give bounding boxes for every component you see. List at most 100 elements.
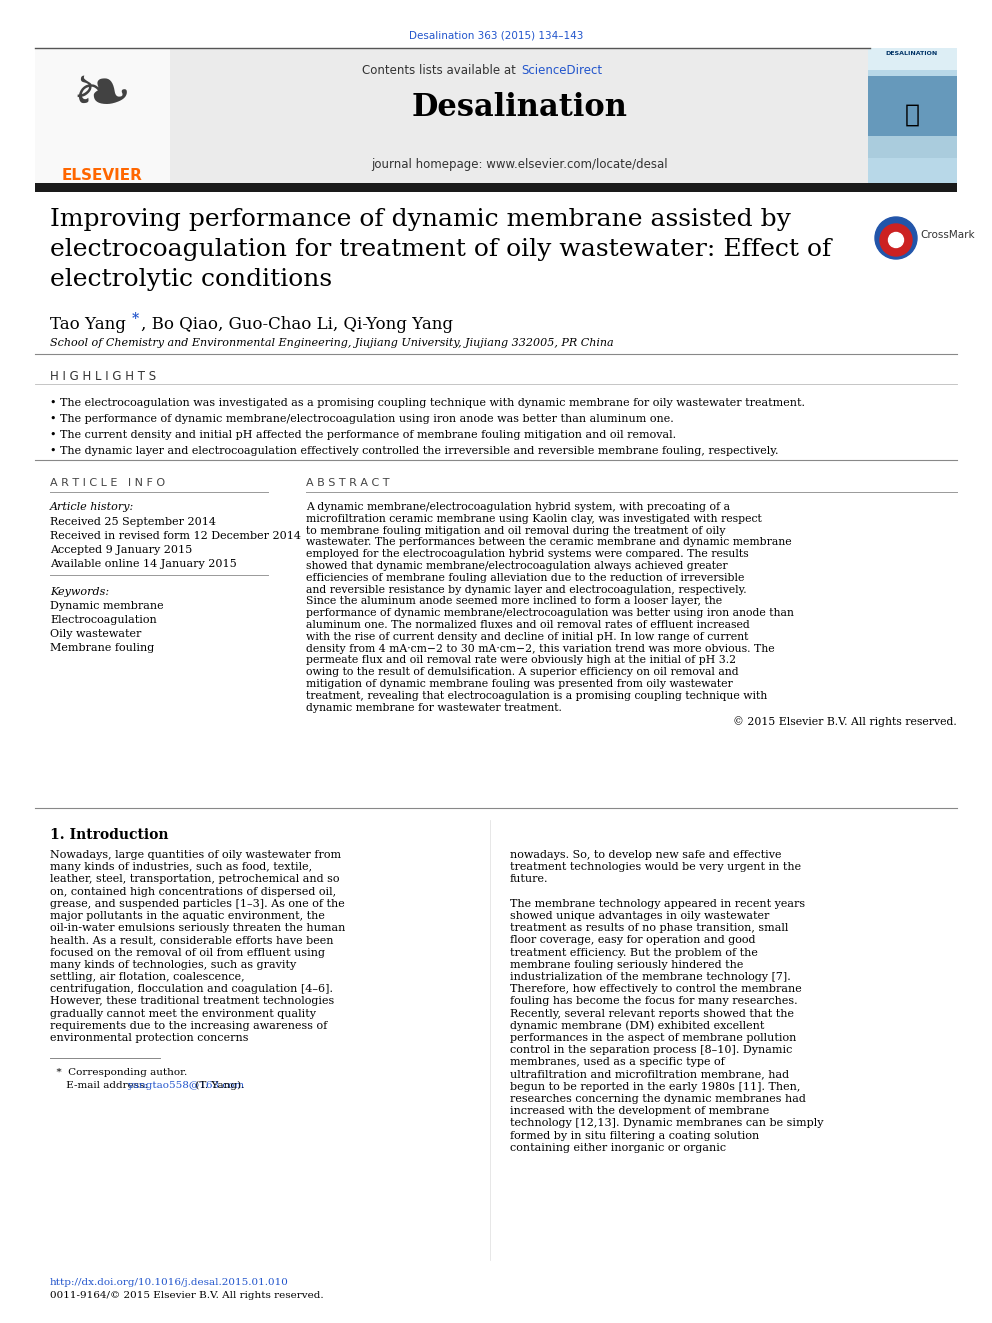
Text: Contents lists available at: Contents lists available at xyxy=(362,64,520,77)
Text: Keywords:: Keywords: xyxy=(50,587,109,597)
Text: • The dynamic layer and electrocoagulation effectively controlled the irreversib: • The dynamic layer and electrocoagulati… xyxy=(50,446,779,456)
Text: showed that dynamic membrane/electrocoagulation always achieved greater: showed that dynamic membrane/electrocoag… xyxy=(306,561,727,572)
Text: Desalination 363 (2015) 134–143: Desalination 363 (2015) 134–143 xyxy=(409,30,583,40)
Text: focused on the removal of oil from effluent using: focused on the removal of oil from efflu… xyxy=(50,947,325,958)
Text: Dynamic membrane: Dynamic membrane xyxy=(50,601,164,611)
Text: to membrane fouling mitigation and oil removal during the treatment of oily: to membrane fouling mitigation and oil r… xyxy=(306,525,725,536)
Text: environmental protection concerns: environmental protection concerns xyxy=(50,1033,249,1043)
Text: settling, air flotation, coalescence,: settling, air flotation, coalescence, xyxy=(50,972,245,982)
Text: 💧: 💧 xyxy=(905,103,920,127)
Text: *: * xyxy=(132,312,139,325)
Text: containing either inorganic or organic: containing either inorganic or organic xyxy=(510,1143,726,1152)
Text: • The performance of dynamic membrane/electrocoagulation using iron anode was be: • The performance of dynamic membrane/el… xyxy=(50,414,674,423)
Text: The membrane technology appeared in recent years: The membrane technology appeared in rece… xyxy=(510,898,806,909)
Bar xyxy=(868,75,957,136)
Text: oil-in-water emulsions seriously threaten the human: oil-in-water emulsions seriously threate… xyxy=(50,923,345,933)
Text: yangtao558@163.com: yangtao558@163.com xyxy=(127,1081,244,1090)
Text: Nowadays, large quantities of oily wastewater from: Nowadays, large quantities of oily waste… xyxy=(50,849,341,860)
Text: nowadays. So, to develop new safe and effective: nowadays. So, to develop new safe and ef… xyxy=(510,849,782,860)
Text: dynamic membrane for wastewater treatment.: dynamic membrane for wastewater treatmen… xyxy=(306,703,561,713)
Text: mitigation of dynamic membrane fouling was presented from oily wastewater: mitigation of dynamic membrane fouling w… xyxy=(306,679,733,689)
Text: Article history:: Article history: xyxy=(50,501,134,512)
Text: employed for the electrocoagulation hybrid systems were compared. The results: employed for the electrocoagulation hybr… xyxy=(306,549,749,560)
Text: grease, and suspended particles [1–3]. As one of the: grease, and suspended particles [1–3]. A… xyxy=(50,898,345,909)
Text: treatment efficiency. But the problem of the: treatment efficiency. But the problem of… xyxy=(510,947,758,958)
Text: many kinds of industries, such as food, textile,: many kinds of industries, such as food, … xyxy=(50,863,312,872)
Text: fouling has become the focus for many researches.: fouling has become the focus for many re… xyxy=(510,996,798,1007)
Text: Oily wastewater: Oily wastewater xyxy=(50,628,142,639)
Text: density from 4 mA·cm−2 to 30 mA·cm−2, this variation trend was more obvious. The: density from 4 mA·cm−2 to 30 mA·cm−2, th… xyxy=(306,643,775,654)
Text: begun to be reported in the early 1980s [11]. Then,: begun to be reported in the early 1980s … xyxy=(510,1082,801,1091)
Text: A dynamic membrane/electrocoagulation hybrid system, with precoating of a: A dynamic membrane/electrocoagulation hy… xyxy=(306,501,730,512)
Text: Electrocoagulation: Electrocoagulation xyxy=(50,615,157,624)
Text: http://dx.doi.org/10.1016/j.desal.2015.01.010: http://dx.doi.org/10.1016/j.desal.2015.0… xyxy=(50,1278,289,1287)
Text: permeate flux and oil removal rate were obviously high at the initial of pH 3.2: permeate flux and oil removal rate were … xyxy=(306,655,736,665)
Text: many kinds of technologies, such as gravity: many kinds of technologies, such as grav… xyxy=(50,959,297,970)
Text: future.: future. xyxy=(510,875,549,884)
Text: Membrane fouling: Membrane fouling xyxy=(50,643,154,654)
Text: control in the separation process [8–10]. Dynamic: control in the separation process [8–10]… xyxy=(510,1045,793,1056)
Text: researches concerning the dynamic membranes had: researches concerning the dynamic membra… xyxy=(510,1094,806,1103)
Text: leather, steel, transportation, petrochemical and so: leather, steel, transportation, petroche… xyxy=(50,875,339,884)
Text: Since the aluminum anode seemed more inclined to form a looser layer, the: Since the aluminum anode seemed more inc… xyxy=(306,597,722,606)
Text: ELSEVIER: ELSEVIER xyxy=(62,168,143,183)
Text: Improving performance of dynamic membrane assisted by
electrocoagulation for tre: Improving performance of dynamic membran… xyxy=(50,208,831,291)
Text: 0011-9164/© 2015 Elsevier B.V. All rights reserved.: 0011-9164/© 2015 Elsevier B.V. All right… xyxy=(50,1291,323,1301)
Text: Available online 14 January 2015: Available online 14 January 2015 xyxy=(50,560,237,569)
Text: • The current density and initial pH affected the performance of membrane foulin: • The current density and initial pH aff… xyxy=(50,430,677,441)
Text: wastewater. The performances between the ceramic membrane and dynamic membrane: wastewater. The performances between the… xyxy=(306,537,792,548)
Text: with the rise of current density and decline of initial pH. In low range of curr: with the rise of current density and dec… xyxy=(306,632,748,642)
Text: and reversible resistance by dynamic layer and electrocoagulation, respectively.: and reversible resistance by dynamic lay… xyxy=(306,585,747,594)
Text: formed by in situ filtering a coating solution: formed by in situ filtering a coating so… xyxy=(510,1131,759,1140)
Circle shape xyxy=(889,233,904,247)
Bar xyxy=(868,48,957,70)
Bar xyxy=(868,48,957,185)
Bar xyxy=(868,136,957,157)
Text: Recently, several relevant reports showed that the: Recently, several relevant reports showe… xyxy=(510,1008,794,1019)
Text: A B S T R A C T: A B S T R A C T xyxy=(306,478,390,488)
Text: journal homepage: www.elsevier.com/locate/desal: journal homepage: www.elsevier.com/locat… xyxy=(372,157,669,171)
Text: aluminum one. The normalized fluxes and oil removal rates of effluent increased: aluminum one. The normalized fluxes and … xyxy=(306,620,750,630)
Text: technology [12,13]. Dynamic membranes can be simply: technology [12,13]. Dynamic membranes ca… xyxy=(510,1118,823,1129)
Text: membranes, used as a specific type of: membranes, used as a specific type of xyxy=(510,1057,725,1068)
Text: E-mail address:: E-mail address: xyxy=(50,1081,151,1090)
Text: DESALINATION: DESALINATION xyxy=(886,52,938,56)
Bar xyxy=(35,183,957,192)
Text: efficiencies of membrane fouling alleviation due to the reduction of irreversibl: efficiencies of membrane fouling allevia… xyxy=(306,573,744,583)
Text: Received in revised form 12 December 2014: Received in revised form 12 December 201… xyxy=(50,531,301,541)
Text: treatment, revealing that electrocoagulation is a promising coupling technique w: treatment, revealing that electrocoagula… xyxy=(306,691,767,701)
Text: Therefore, how effectively to control the membrane: Therefore, how effectively to control th… xyxy=(510,984,802,994)
Text: major pollutants in the aquatic environment, the: major pollutants in the aquatic environm… xyxy=(50,912,324,921)
Text: on, contained high concentrations of dispersed oil,: on, contained high concentrations of dis… xyxy=(50,886,336,897)
Text: A R T I C L E   I N F O: A R T I C L E I N F O xyxy=(50,478,165,488)
Text: performances in the aspect of membrane pollution: performances in the aspect of membrane p… xyxy=(510,1033,797,1043)
Text: dynamic membrane (DM) exhibited excellent: dynamic membrane (DM) exhibited excellen… xyxy=(510,1021,765,1032)
Text: Accepted 9 January 2015: Accepted 9 January 2015 xyxy=(50,545,192,556)
Text: • The electrocoagulation was investigated as a promising coupling technique with: • The electrocoagulation was investigate… xyxy=(50,398,805,407)
Text: , Bo Qiao, Guo-Chao Li, Qi-Yong Yang: , Bo Qiao, Guo-Chao Li, Qi-Yong Yang xyxy=(141,316,453,333)
Text: Received 25 September 2014: Received 25 September 2014 xyxy=(50,517,216,527)
Text: industrialization of the membrane technology [7].: industrialization of the membrane techno… xyxy=(510,972,791,982)
Text: performance of dynamic membrane/electrocoagulation was better using iron anode t: performance of dynamic membrane/electroc… xyxy=(306,609,794,618)
Text: treatment as results of no phase transition, small: treatment as results of no phase transit… xyxy=(510,923,789,933)
Text: Tao Yang: Tao Yang xyxy=(50,316,126,333)
Text: floor coverage, easy for operation and good: floor coverage, easy for operation and g… xyxy=(510,935,756,946)
Text: gradually cannot meet the environment quality: gradually cannot meet the environment qu… xyxy=(50,1008,316,1019)
Text: microfiltration ceramic membrane using Kaolin clay, was investigated with respec: microfiltration ceramic membrane using K… xyxy=(306,513,762,524)
Text: Desalination: Desalination xyxy=(412,93,628,123)
Circle shape xyxy=(875,217,917,259)
Bar xyxy=(35,48,170,185)
Text: CrossMark: CrossMark xyxy=(920,230,974,239)
Text: membrane fouling seriously hindered the: membrane fouling seriously hindered the xyxy=(510,959,743,970)
Text: However, these traditional treatment technologies: However, these traditional treatment tec… xyxy=(50,996,334,1007)
Text: owing to the result of demulsification. A superior efficiency on oil removal and: owing to the result of demulsification. … xyxy=(306,667,739,677)
Bar xyxy=(170,48,868,185)
Text: centrifugation, flocculation and coagulation [4–6].: centrifugation, flocculation and coagula… xyxy=(50,984,333,994)
Text: *  Corresponding author.: * Corresponding author. xyxy=(50,1068,187,1077)
Text: treatment technologies would be very urgent in the: treatment technologies would be very urg… xyxy=(510,863,802,872)
Text: 1. Introduction: 1. Introduction xyxy=(50,828,169,841)
Text: School of Chemistry and Environmental Engineering, Jiujiang University, Jiujiang: School of Chemistry and Environmental En… xyxy=(50,337,614,348)
Text: ultrafiltration and microfiltration membrane, had: ultrafiltration and microfiltration memb… xyxy=(510,1069,789,1080)
Text: © 2015 Elsevier B.V. All rights reserved.: © 2015 Elsevier B.V. All rights reserved… xyxy=(733,716,957,728)
Text: ScienceDirect: ScienceDirect xyxy=(521,64,602,77)
